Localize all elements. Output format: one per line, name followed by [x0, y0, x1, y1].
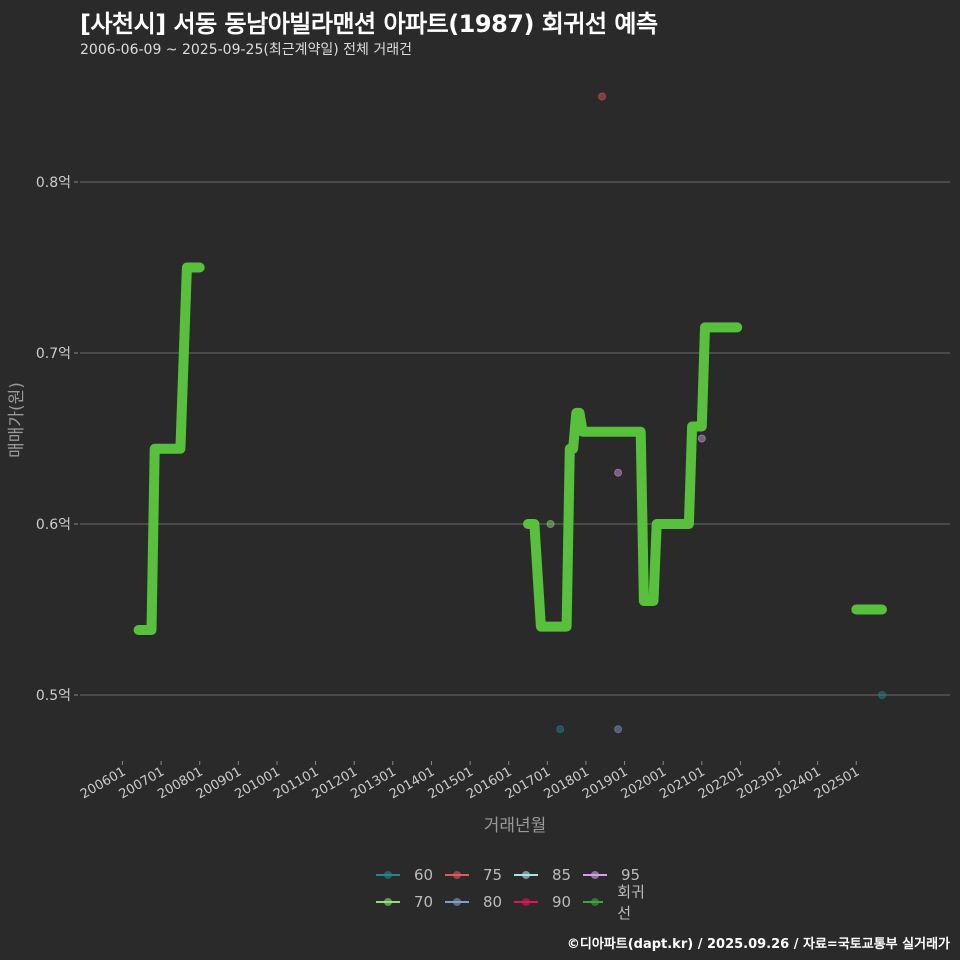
- regression-line: [523, 322, 743, 632]
- chart-subtitle: 2006-06-09 ~ 2025-09-25(최근계약일) 전체 거래건: [80, 42, 412, 58]
- legend-swatch-icon: [445, 866, 469, 884]
- legend-swatch-icon: [583, 866, 607, 884]
- legend-item: 75: [445, 866, 514, 884]
- legend-item: 60: [376, 866, 445, 884]
- legend-swatch-icon: [514, 866, 538, 884]
- footer-credit: ©디아파트(dapt.kr) / 2025.09.26 / 자료=국토교통부 실…: [566, 937, 950, 952]
- y-tick-label: 0.7억: [36, 346, 71, 362]
- scatter-point: [697, 434, 706, 443]
- legend-swatch-icon: [445, 893, 469, 911]
- legend-item: 95: [583, 866, 652, 884]
- legend-swatch-icon: [376, 893, 400, 911]
- legend-label: 90: [552, 893, 572, 911]
- scatter-point: [556, 725, 565, 734]
- scatter-point: [614, 725, 623, 734]
- legend-label: 60: [414, 866, 434, 884]
- scatter-point: [546, 520, 555, 528]
- legend-item: 70: [376, 893, 445, 911]
- legend-item: 80: [445, 893, 514, 911]
- legend-item: 90: [514, 893, 583, 911]
- scatter-point: [598, 92, 607, 101]
- chart-title: [사천시] 서동 동남아빌라맨션 아파트(1987) 회귀선 예측: [80, 10, 658, 38]
- regression-line: [133, 262, 205, 635]
- y-tick-label: 0.5억: [36, 688, 71, 704]
- legend-label: 80: [483, 893, 503, 911]
- y-tick-label: 0.8억: [36, 175, 71, 191]
- scatter-point: [614, 468, 623, 477]
- scatter-point: [878, 691, 887, 699]
- legend-label: 70: [414, 893, 434, 911]
- legend-label: 85: [552, 866, 572, 884]
- legend-item: 회귀선: [583, 883, 652, 922]
- legend-label: 회귀선: [617, 883, 645, 922]
- chart-legend: 60 75 85 95 70 80 90 회귀선: [376, 866, 652, 922]
- y-tick-label: 0.6억: [36, 517, 71, 533]
- legend-label: 75: [483, 866, 503, 884]
- legend-swatch-icon: [376, 866, 400, 884]
- legend-swatch-icon: [514, 893, 538, 911]
- x-axis-title: 거래년월: [484, 816, 547, 836]
- legend-swatch-icon: [583, 893, 604, 911]
- legend-label: 95: [621, 866, 641, 884]
- y-axis-title: 매매가(원): [7, 382, 27, 458]
- legend-item: 85: [514, 866, 583, 884]
